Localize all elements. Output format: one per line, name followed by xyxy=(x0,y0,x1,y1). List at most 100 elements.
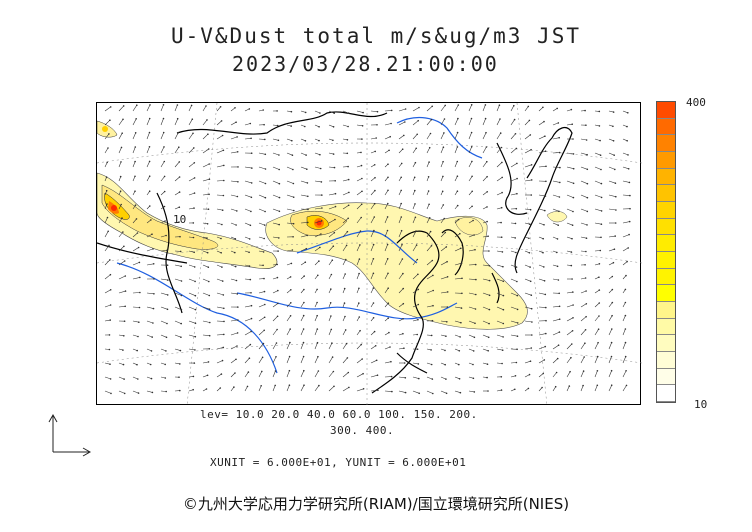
wind-arrow-head xyxy=(516,192,518,195)
wind-arrow-head xyxy=(488,294,491,297)
wind-arrow-head xyxy=(120,161,122,163)
wind-arrow-head xyxy=(516,335,519,337)
wind-arrow-head xyxy=(334,205,337,208)
wind-arrow xyxy=(160,132,164,140)
wind-arrow-head xyxy=(179,389,181,392)
wind-arrow-head xyxy=(290,262,293,265)
wind-arrow-head xyxy=(610,384,613,387)
wind-arrow-head xyxy=(320,233,322,235)
wind-arrow xyxy=(244,318,252,322)
wind-arrow-head xyxy=(515,207,518,210)
wind-arrow xyxy=(146,161,150,168)
wind-arrow-head xyxy=(625,384,628,387)
wind-arrow-head xyxy=(250,152,253,154)
wind-arrow xyxy=(412,120,419,126)
wind-arrow-head xyxy=(614,168,616,171)
wind-arrow-head xyxy=(264,182,267,185)
wind-arrow xyxy=(300,342,304,350)
wind-arrow xyxy=(160,348,167,352)
wind-arrow xyxy=(174,306,182,310)
wind-arrow-head xyxy=(624,314,627,317)
wind-arrow-head xyxy=(134,204,137,206)
wind-arrow-head xyxy=(122,231,124,233)
wind-arrow xyxy=(300,302,305,308)
wind-arrow-head xyxy=(414,216,417,219)
wind-arrow xyxy=(146,233,153,238)
wind-arrow xyxy=(384,273,389,280)
wind-arrow-head xyxy=(135,218,138,220)
wind-arrow xyxy=(566,236,573,239)
wind-arrow xyxy=(244,222,251,226)
wind-arrow-head xyxy=(305,247,308,250)
wind-arrow-head xyxy=(292,236,294,238)
wind-arrow-head xyxy=(180,322,182,325)
wind-arrow-head xyxy=(530,179,533,181)
wind-arrow-head xyxy=(362,111,364,114)
wind-arrow-head xyxy=(401,243,403,246)
wind-arrow-head xyxy=(264,138,266,141)
wind-arrow xyxy=(454,233,460,238)
wind-arrow-head xyxy=(600,182,603,185)
wind-arrow-head xyxy=(134,175,136,178)
wind-arrow-head xyxy=(611,328,613,330)
wind-arrow-head xyxy=(148,190,151,192)
wind-arrow xyxy=(314,166,321,169)
wind-arrow xyxy=(146,334,153,338)
wind-arrow-head xyxy=(250,304,253,307)
wind-arrow xyxy=(202,250,208,253)
wind-arrow-head xyxy=(120,146,123,149)
wind-arrow-head xyxy=(388,149,390,152)
wind-arrow-head xyxy=(220,373,223,375)
wind-arrow-head xyxy=(457,117,459,120)
wind-arrow-head xyxy=(572,196,575,199)
wind-arrow-head xyxy=(234,238,237,240)
wind-arrow-head xyxy=(235,224,237,226)
wind-arrow-head xyxy=(585,250,587,253)
wind-arrow-head xyxy=(568,385,571,387)
wind-arrow xyxy=(552,331,560,336)
wind-arrow xyxy=(174,292,182,296)
wind-arrow-head xyxy=(165,390,167,393)
wind-arrow-head xyxy=(346,357,349,359)
wind-arrow xyxy=(258,208,266,212)
wind-arrow-head xyxy=(192,132,194,135)
wind-arrow xyxy=(188,334,196,337)
wind-arrow-head xyxy=(474,263,477,266)
wind-arrow xyxy=(328,315,332,322)
wind-arrow-head xyxy=(105,189,108,192)
wind-arrow-head xyxy=(558,151,561,154)
wind-arrow-head xyxy=(278,196,281,199)
wind-arrow xyxy=(300,235,308,238)
wind-arrow xyxy=(440,291,448,294)
wind-arrow-head xyxy=(206,237,208,239)
wind-arrow-head xyxy=(292,222,295,225)
wind-arrow-head xyxy=(164,220,166,222)
wind-arrow-head xyxy=(442,175,444,178)
wind-arrow-head xyxy=(541,386,543,389)
wind-arrow-head xyxy=(500,376,503,378)
wind-arrow-head xyxy=(166,322,168,325)
wind-arrow-head xyxy=(277,302,279,305)
wind-arrow-head xyxy=(207,208,210,210)
colorbar-segment xyxy=(657,335,675,352)
wind-arrow-head xyxy=(418,377,420,380)
wind-arrow-head xyxy=(206,251,209,254)
wind-arrow xyxy=(356,178,363,182)
wind-arrow xyxy=(608,315,613,322)
wind-arrow-head xyxy=(136,232,139,234)
wind-arrow xyxy=(132,334,139,337)
wind-arrow-head xyxy=(513,118,516,121)
wind-arrow-head xyxy=(208,334,211,337)
wind-arrow xyxy=(510,250,516,253)
wind-arrow-head xyxy=(358,302,360,304)
wind-arrow xyxy=(258,330,265,336)
wind-arrow-head xyxy=(389,135,392,138)
wind-arrow-head xyxy=(456,160,459,163)
wind-arrow-head xyxy=(543,359,546,361)
wind-arrow-head xyxy=(514,222,517,225)
wind-arrow-head xyxy=(529,360,532,363)
wind-arrow-head xyxy=(331,342,333,344)
wind-arrow xyxy=(160,278,168,281)
wind-arrow-head xyxy=(446,276,449,278)
wind-arrow-head xyxy=(615,195,617,198)
